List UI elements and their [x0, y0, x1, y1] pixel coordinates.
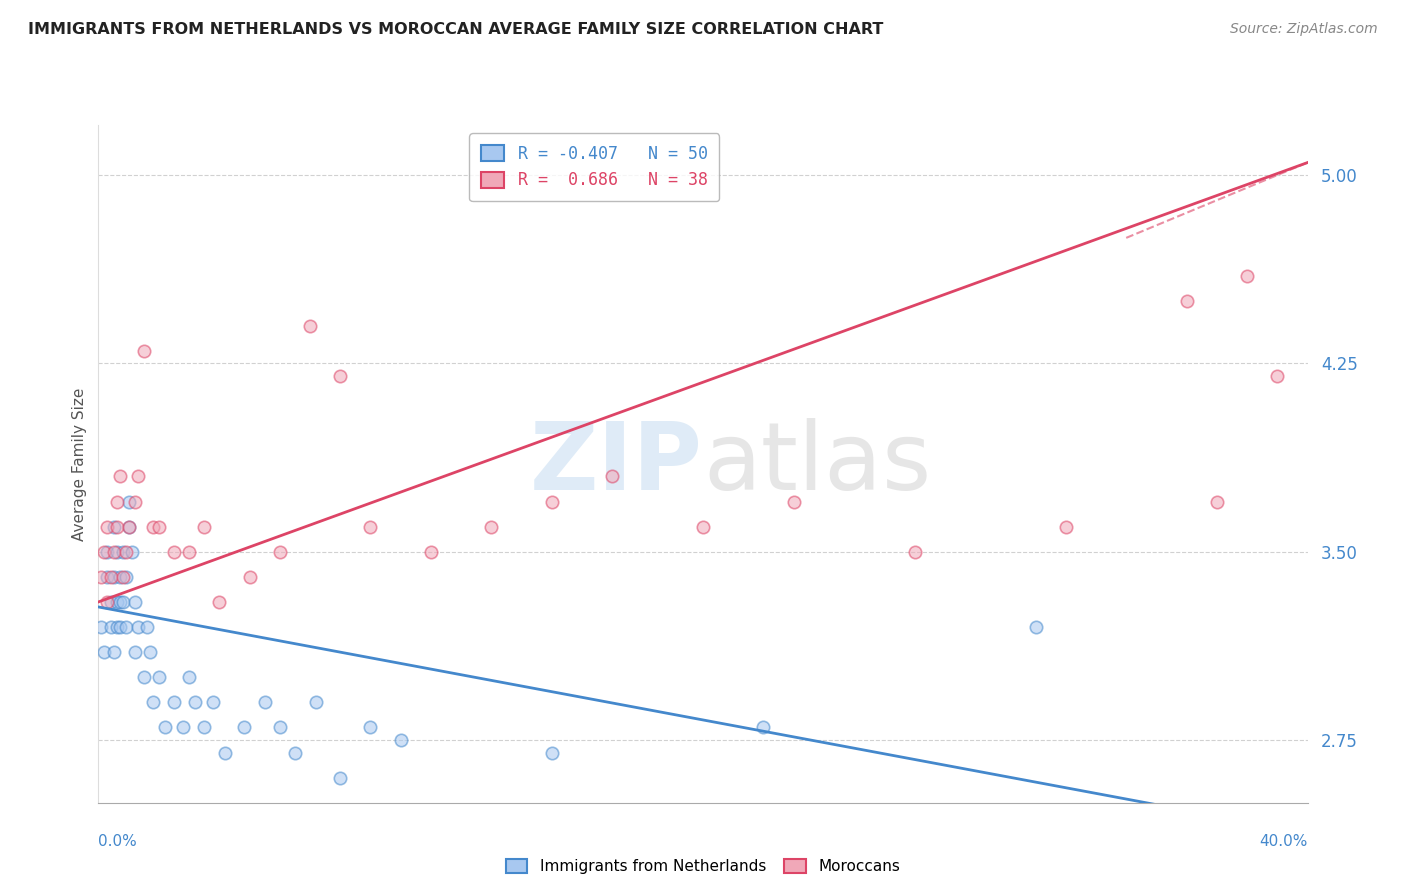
- Point: [232, 721, 254, 735]
- Point: [163, 695, 186, 709]
- Point: [239, 570, 262, 584]
- Point: [96, 519, 118, 533]
- Point: [142, 695, 165, 709]
- Point: [481, 519, 503, 533]
- Point: [100, 570, 122, 584]
- Point: [105, 545, 128, 559]
- Point: [253, 695, 276, 709]
- Point: [108, 595, 131, 609]
- Text: ZIP: ZIP: [530, 417, 703, 510]
- Point: [269, 721, 291, 735]
- Point: [202, 695, 225, 709]
- Point: [100, 620, 122, 634]
- Point: [540, 494, 562, 508]
- Point: [124, 494, 146, 508]
- Point: [214, 746, 236, 760]
- Point: [103, 545, 125, 559]
- Point: [193, 721, 215, 735]
- Point: [132, 343, 155, 358]
- Point: [208, 595, 231, 609]
- Point: [127, 469, 149, 483]
- Point: [105, 494, 128, 508]
- Point: [132, 670, 155, 684]
- Point: [1206, 821, 1229, 835]
- Point: [96, 595, 118, 609]
- Point: [127, 620, 149, 634]
- Point: [540, 746, 562, 760]
- Point: [114, 545, 136, 559]
- Point: [692, 519, 714, 533]
- Point: [148, 519, 170, 533]
- Point: [142, 519, 165, 533]
- Point: [1206, 494, 1229, 508]
- Point: [184, 695, 207, 709]
- Text: 40.0%: 40.0%: [1260, 834, 1308, 849]
- Point: [111, 595, 134, 609]
- Point: [284, 746, 307, 760]
- Text: 0.0%: 0.0%: [98, 834, 138, 849]
- Point: [121, 545, 143, 559]
- Point: [103, 570, 125, 584]
- Point: [1024, 620, 1046, 634]
- Point: [1175, 293, 1198, 308]
- Point: [1236, 268, 1258, 283]
- Point: [360, 721, 382, 735]
- Point: [108, 570, 131, 584]
- Legend: Immigrants from Netherlands, Moroccans: Immigrants from Netherlands, Moroccans: [496, 849, 910, 883]
- Point: [172, 721, 194, 735]
- Point: [124, 645, 146, 659]
- Point: [269, 545, 291, 559]
- Point: [108, 620, 131, 634]
- Point: [111, 545, 134, 559]
- Point: [105, 519, 128, 533]
- Point: [782, 494, 804, 508]
- Point: [360, 519, 382, 533]
- Point: [108, 469, 131, 483]
- Point: [135, 620, 157, 634]
- Point: [153, 721, 176, 735]
- Point: [1265, 368, 1288, 383]
- Point: [148, 670, 170, 684]
- Point: [305, 695, 328, 709]
- Point: [904, 545, 927, 559]
- Point: [103, 519, 125, 533]
- Point: [90, 570, 112, 584]
- Point: [602, 469, 624, 483]
- Point: [177, 670, 201, 684]
- Point: [93, 545, 115, 559]
- Point: [752, 721, 775, 735]
- Point: [111, 570, 134, 584]
- Point: [299, 318, 322, 333]
- Point: [90, 620, 112, 634]
- Point: [419, 545, 441, 559]
- Point: [139, 645, 162, 659]
- Y-axis label: Average Family Size: Average Family Size: [72, 387, 87, 541]
- Point: [96, 570, 118, 584]
- Point: [389, 733, 412, 747]
- Point: [105, 595, 128, 609]
- Point: [124, 595, 146, 609]
- Point: [114, 570, 136, 584]
- Point: [329, 771, 352, 785]
- Point: [163, 545, 186, 559]
- Point: [105, 620, 128, 634]
- Point: [96, 545, 118, 559]
- Point: [100, 595, 122, 609]
- Point: [118, 519, 141, 533]
- Point: [118, 494, 141, 508]
- Point: [177, 545, 201, 559]
- Point: [1054, 519, 1077, 533]
- Point: [114, 620, 136, 634]
- Point: [103, 645, 125, 659]
- Point: [93, 645, 115, 659]
- Point: [118, 519, 141, 533]
- Text: Source: ZipAtlas.com: Source: ZipAtlas.com: [1230, 22, 1378, 37]
- Point: [193, 519, 215, 533]
- Text: IMMIGRANTS FROM NETHERLANDS VS MOROCCAN AVERAGE FAMILY SIZE CORRELATION CHART: IMMIGRANTS FROM NETHERLANDS VS MOROCCAN …: [28, 22, 883, 37]
- Point: [329, 368, 352, 383]
- Text: atlas: atlas: [703, 417, 931, 510]
